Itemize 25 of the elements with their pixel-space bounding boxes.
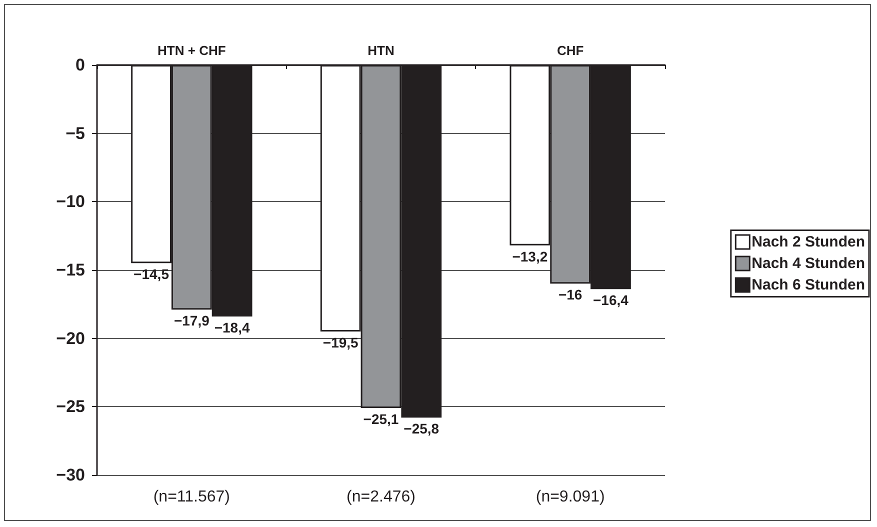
y-tick-label: −10 [56,192,85,212]
data-label: −13,2 [512,248,548,264]
data-label: −14,5 [134,266,170,282]
legend-label: Nach 4 Stunden [752,255,866,272]
text: (n=11.567) [153,488,230,506]
x-tick-label: CHF [556,43,584,58]
legend-label: Nach 2 Stunden [752,234,866,250]
legend-label: Nach 6 Stunden [752,276,866,294]
data-label: −19,5 [322,334,359,350]
data-label: −16,4 [593,292,629,308]
data-label: −25,8 [404,420,440,437]
data-label: −16 [558,286,582,303]
data-label: −18,4 [214,319,250,336]
y-tick-label: −25 [56,397,85,416]
x-tick-label: HTN + CHF [158,43,226,58]
data-label: −25,1 [363,411,399,428]
y-tick-label: −15 [56,260,85,280]
x-tick-label: HTN [368,43,394,58]
y-tick-label: −30 [56,466,85,484]
y-tick-label: −5 [66,124,85,143]
text: (n=9.091) [536,488,605,506]
y-tick-label: −20 [56,328,85,348]
y-tick-label: 0 [76,56,85,74]
text: (n=2.476) [346,488,416,506]
data-label: −17,9 [174,312,210,329]
